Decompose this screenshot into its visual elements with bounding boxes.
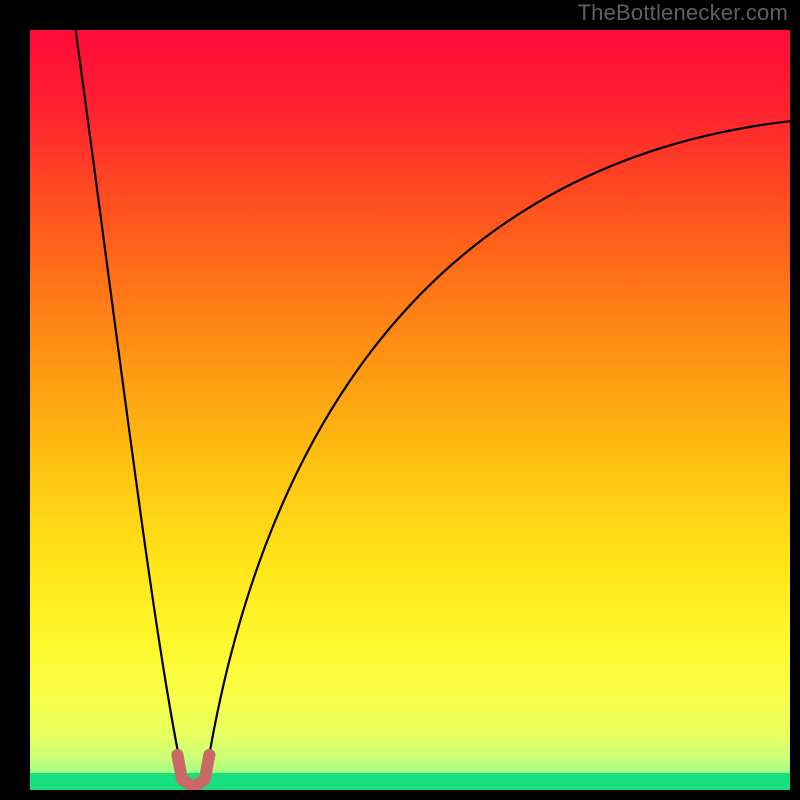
- minimum-marker-dot-right: [203, 749, 215, 761]
- minimum-marker: [177, 755, 209, 787]
- minimum-marker-dot-left: [171, 749, 183, 761]
- curve-left-branch: [76, 30, 185, 782]
- plot-svg-layer: [30, 30, 790, 790]
- curve-right-branch: [205, 121, 790, 782]
- plot-area: [30, 30, 790, 790]
- figure-root: TheBottlenecker.com: [0, 0, 800, 800]
- watermark-text: TheBottlenecker.com: [578, 0, 788, 26]
